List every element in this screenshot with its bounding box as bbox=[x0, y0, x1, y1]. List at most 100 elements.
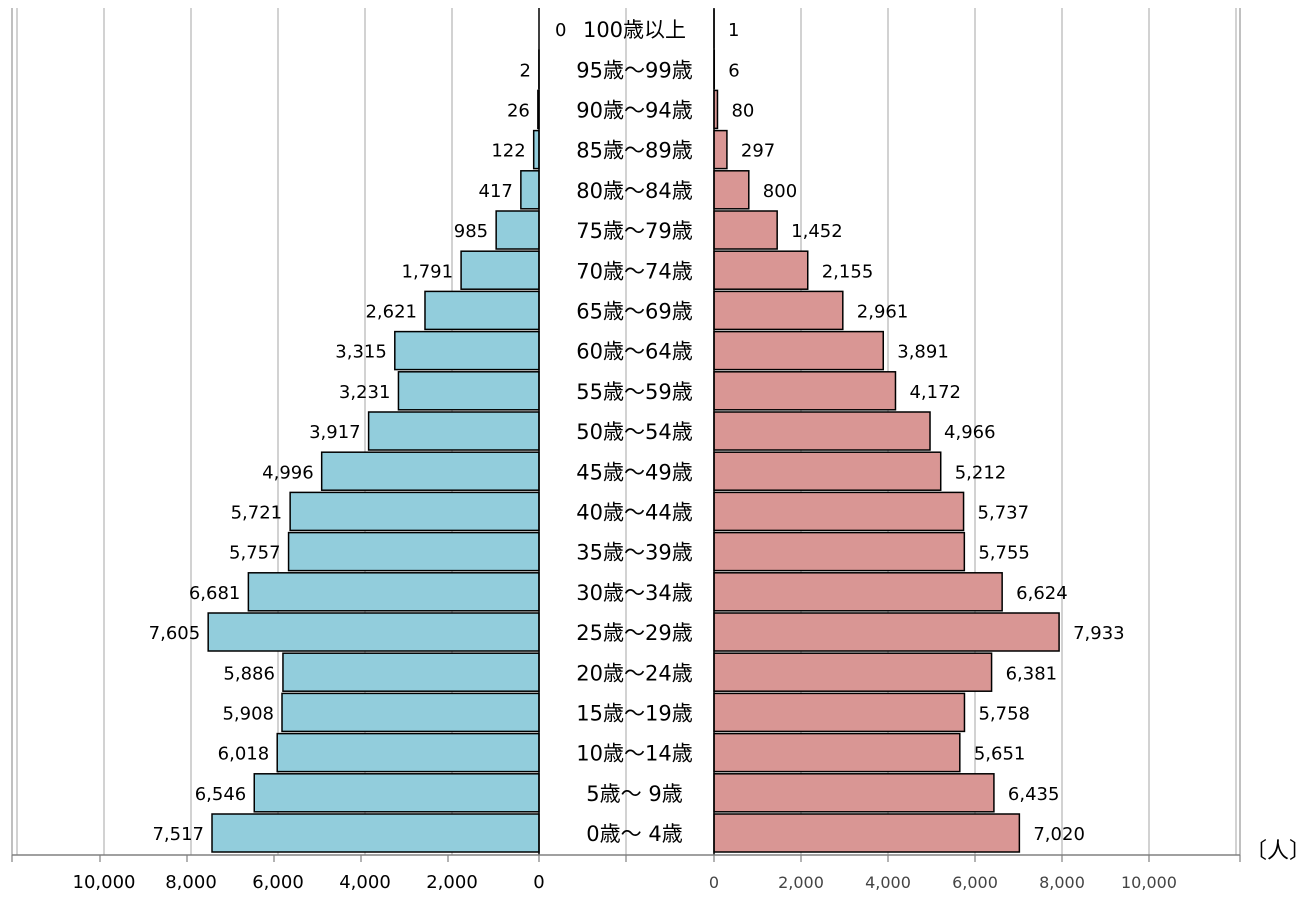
value-label-right: 4,172 bbox=[909, 382, 961, 403]
bar-left bbox=[367, 411, 540, 451]
bar-left bbox=[287, 531, 540, 572]
bar-right bbox=[713, 210, 778, 250]
value-label-left: 122 bbox=[491, 141, 525, 162]
age-label: 50歳〜54歳 bbox=[576, 420, 692, 444]
bar-right bbox=[713, 170, 750, 210]
value-label-left: 7,605 bbox=[149, 623, 201, 644]
value-label-right: 3,891 bbox=[897, 342, 949, 363]
value-label-right: 5,737 bbox=[978, 503, 1030, 524]
age-label: 60歳〜64歳 bbox=[576, 340, 692, 364]
bar-left bbox=[320, 451, 540, 491]
value-label-right: 800 bbox=[763, 181, 797, 202]
value-label-right: 2,961 bbox=[857, 302, 909, 323]
unit-label: 〔人〕 bbox=[1245, 839, 1311, 864]
bar-right bbox=[713, 773, 995, 813]
value-label-left: 2,621 bbox=[365, 302, 417, 323]
bar-left bbox=[289, 491, 540, 532]
bar-right bbox=[713, 612, 1060, 652]
bar-right bbox=[713, 572, 1003, 612]
bar-left bbox=[276, 732, 540, 773]
gridlines bbox=[16, 8, 1237, 855]
value-label-left: 5,908 bbox=[222, 704, 274, 725]
age-label: 80歳〜84歳 bbox=[576, 179, 692, 203]
tick-label-left: 0 bbox=[533, 872, 544, 893]
bar-right bbox=[713, 732, 961, 773]
bars-group bbox=[207, 9, 1060, 853]
value-label-right: 6 bbox=[728, 60, 739, 81]
value-label-left: 3,315 bbox=[335, 342, 387, 363]
age-label: 85歳〜89歳 bbox=[576, 139, 692, 163]
bar-right bbox=[713, 813, 1021, 853]
value-label-right: 5,212 bbox=[955, 462, 1007, 483]
tick-label-left: 2,000 bbox=[426, 872, 478, 893]
bar-left bbox=[520, 170, 540, 210]
value-label-right: 6,624 bbox=[1016, 583, 1068, 604]
value-label-left: 0 bbox=[555, 20, 566, 41]
bar-left bbox=[424, 290, 540, 331]
tick-label-left: 10,000 bbox=[73, 872, 136, 893]
age-label: 35歳〜39歳 bbox=[576, 541, 692, 565]
age-label: 70歳〜74歳 bbox=[576, 259, 692, 283]
value-label-left: 5,721 bbox=[231, 503, 283, 524]
value-label-right: 5,755 bbox=[978, 543, 1030, 564]
value-label-left: 6,018 bbox=[218, 744, 270, 765]
age-label: 55歳〜59歳 bbox=[576, 380, 692, 404]
value-label-right: 7,020 bbox=[1033, 824, 1085, 845]
bar-left bbox=[211, 813, 540, 853]
age-label: 15歳〜19歳 bbox=[576, 702, 692, 726]
value-label-right: 6,381 bbox=[1006, 663, 1058, 684]
value-label-left: 985 bbox=[454, 221, 488, 242]
bar-left bbox=[460, 250, 540, 290]
value-label-left: 5,757 bbox=[229, 543, 281, 564]
bar-left bbox=[253, 773, 540, 813]
bar-right bbox=[713, 330, 885, 371]
tick-label-right: 6,000 bbox=[952, 873, 998, 892]
bar-left bbox=[207, 612, 540, 652]
age-label: 30歳〜34歳 bbox=[576, 581, 692, 605]
value-label-right: 7,933 bbox=[1073, 623, 1125, 644]
bar-left bbox=[495, 210, 540, 250]
bar-right bbox=[713, 652, 993, 692]
age-label: 25歳〜29歳 bbox=[576, 621, 692, 645]
bar-right bbox=[713, 129, 728, 170]
age-label: 45歳〜49歳 bbox=[576, 460, 692, 484]
tick-label-right: 2,000 bbox=[778, 873, 824, 892]
value-label-left: 26 bbox=[507, 101, 530, 122]
bar-right bbox=[713, 411, 931, 451]
age-label: 100歳以上 bbox=[583, 18, 686, 42]
value-label-left: 6,681 bbox=[189, 583, 241, 604]
age-label: 95歳〜99歳 bbox=[576, 58, 692, 82]
value-label-left: 7,517 bbox=[152, 824, 204, 845]
age-label: 10歳〜14歳 bbox=[576, 742, 692, 766]
age-label: 90歳〜94歳 bbox=[576, 99, 692, 123]
value-label-right: 80 bbox=[731, 101, 754, 122]
tick-label-right: 0 bbox=[709, 873, 719, 892]
value-label-right: 6,435 bbox=[1008, 784, 1060, 805]
value-label-right: 297 bbox=[741, 141, 775, 162]
bar-right bbox=[713, 290, 844, 331]
tick-label-left: 6,000 bbox=[252, 872, 304, 893]
bar-left bbox=[394, 330, 540, 371]
value-label-left: 5,886 bbox=[223, 663, 275, 684]
age-label: 65歳〜69歳 bbox=[576, 300, 692, 324]
value-label-left: 3,917 bbox=[309, 422, 361, 443]
value-label-left: 417 bbox=[479, 181, 513, 202]
bar-left bbox=[281, 692, 540, 733]
value-label-right: 4,966 bbox=[944, 422, 996, 443]
bar-right bbox=[713, 692, 966, 733]
value-label-left: 1,791 bbox=[402, 261, 454, 282]
value-label-right: 5,651 bbox=[974, 744, 1026, 765]
value-label-right: 1,452 bbox=[791, 221, 843, 242]
tick-label-right: 8,000 bbox=[1039, 873, 1085, 892]
value-label-right: 2,155 bbox=[822, 261, 874, 282]
tick-label-left: 8,000 bbox=[165, 872, 217, 893]
value-label-left: 4,996 bbox=[262, 462, 314, 483]
value-label-left: 3,231 bbox=[339, 382, 391, 403]
tick-label-right: 4,000 bbox=[865, 873, 911, 892]
bar-right bbox=[713, 250, 809, 290]
bar-right bbox=[713, 491, 965, 532]
value-label-left: 6,546 bbox=[195, 784, 247, 805]
age-group-labels: 100歳以上 95歳〜99歳 90歳〜94歳 85歳〜89歳 80歳〜84歳 75歳〜79… bbox=[576, 18, 692, 846]
